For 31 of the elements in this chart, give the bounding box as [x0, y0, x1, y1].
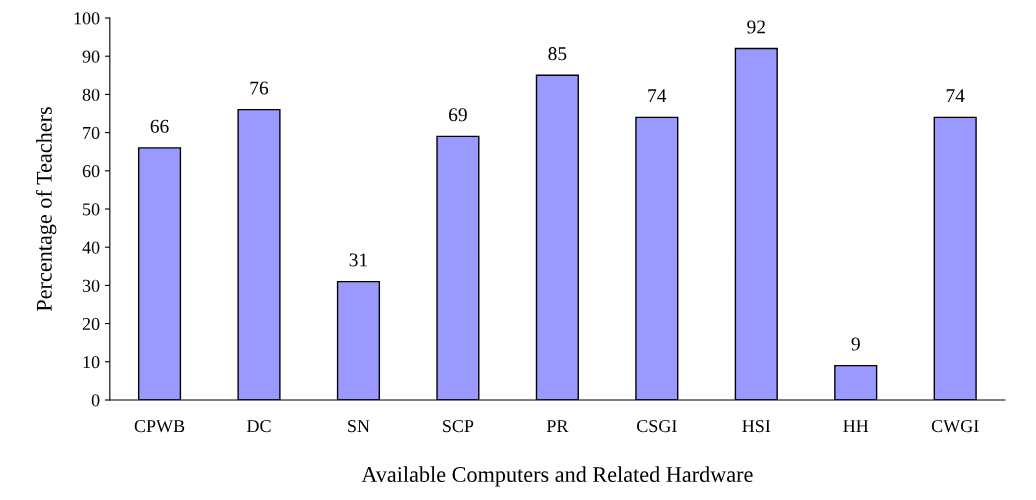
x-tick-label: PR — [546, 420, 569, 432]
x-tick-label: HH — [843, 420, 869, 432]
y-tick-label: 60 — [82, 165, 100, 178]
y-tick-label: 80 — [82, 88, 100, 101]
x-tick-label: DC — [246, 420, 271, 433]
data-label: 92 — [747, 20, 765, 34]
y-tick-label: 30 — [82, 279, 100, 292]
x-axis-title: Available Computers and Related Hardware — [361, 466, 753, 487]
y-tick-label: 10 — [83, 356, 100, 369]
y-tick-label: 40 — [82, 241, 100, 254]
y-tick-label: 100 — [74, 12, 100, 25]
data-label: 76 — [250, 81, 269, 95]
y-tick-label: 20 — [82, 317, 100, 331]
x-tick-label: SN — [348, 420, 370, 433]
x-tick-label: CSGI — [637, 420, 677, 433]
y-axis-title: Percentage of Teachers — [35, 107, 57, 312]
data-label: 66 — [150, 119, 169, 133]
x-tick-label: CWGI — [931, 420, 979, 433]
data-label: 74 — [648, 89, 667, 103]
y-tick-label: 70 — [83, 126, 100, 140]
y-tick-label: 0 — [91, 394, 100, 407]
data-label: 9 — [851, 337, 860, 351]
y-tick-label: 90 — [82, 50, 100, 63]
data-label: 69 — [449, 108, 467, 122]
x-tick-label: HSI — [742, 420, 771, 433]
y-tick-label: 50 — [83, 203, 100, 216]
x-tick-label: SCP — [443, 420, 474, 433]
x-tick-label: CPWB — [134, 420, 185, 433]
data-label: 74 — [946, 89, 965, 103]
data-label: 31 — [349, 253, 368, 267]
data-label: 85 — [548, 47, 567, 61]
